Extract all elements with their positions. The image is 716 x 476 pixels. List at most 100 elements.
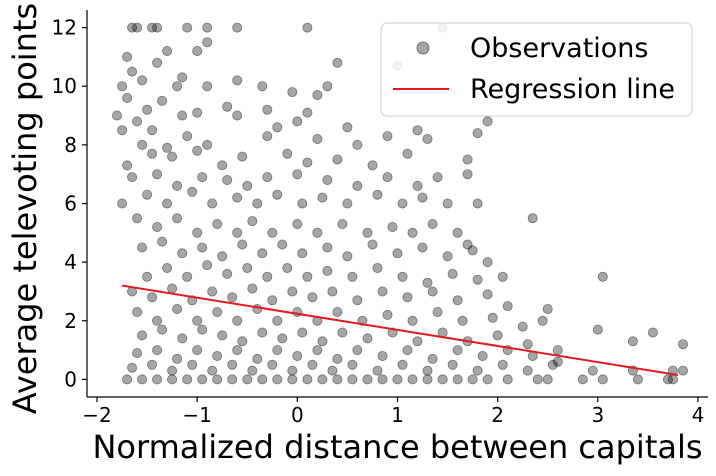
observation-point xyxy=(142,189,153,200)
observation-point xyxy=(407,374,418,385)
observation-point xyxy=(482,374,493,385)
observation-point xyxy=(277,239,288,250)
observation-point xyxy=(257,374,268,385)
observation-point xyxy=(167,374,178,385)
observation-point xyxy=(427,218,438,229)
x-tick-label: 1 xyxy=(391,403,404,427)
observation-point xyxy=(127,66,138,77)
observation-point xyxy=(197,172,208,183)
x-tick-label: −2 xyxy=(82,403,111,427)
observation-point xyxy=(147,292,158,303)
observation-point xyxy=(297,248,308,259)
observation-point xyxy=(212,218,223,229)
observation-point xyxy=(172,81,183,92)
observation-point xyxy=(367,160,378,171)
observation-point xyxy=(678,339,689,350)
observation-point xyxy=(237,151,248,162)
observation-point xyxy=(132,213,143,224)
observation-point xyxy=(197,242,208,253)
observation-point xyxy=(182,131,193,142)
observation-point xyxy=(177,248,188,259)
observation-point xyxy=(377,286,388,297)
observation-point xyxy=(332,154,343,165)
observation-point xyxy=(162,198,173,209)
observation-point xyxy=(262,271,273,282)
observation-point xyxy=(447,268,458,279)
observation-point xyxy=(217,160,228,171)
observation-point xyxy=(552,356,563,367)
observation-point xyxy=(192,107,203,118)
observation-point xyxy=(467,374,478,385)
observation-point xyxy=(127,362,138,373)
observation-point xyxy=(242,262,253,273)
observation-point xyxy=(217,251,228,262)
observation-point xyxy=(312,133,323,144)
legend-observation-marker xyxy=(416,41,430,55)
observation-point xyxy=(292,350,303,361)
observation-point xyxy=(202,22,213,33)
observation-point xyxy=(422,374,433,385)
observation-point xyxy=(217,330,228,341)
observation-point xyxy=(182,22,193,33)
observation-point xyxy=(347,359,358,370)
observation-point xyxy=(302,157,313,168)
observation-point xyxy=(502,301,513,312)
observation-point xyxy=(522,339,533,350)
observation-point xyxy=(122,160,133,171)
observation-point xyxy=(232,110,243,121)
observation-point xyxy=(397,198,408,209)
observation-point xyxy=(147,22,158,33)
observation-points xyxy=(112,22,689,385)
observation-point xyxy=(397,359,408,370)
observation-point xyxy=(222,101,233,112)
observation-point xyxy=(232,227,243,238)
observation-point xyxy=(302,22,313,33)
observation-point xyxy=(472,128,483,139)
observation-point xyxy=(277,333,288,344)
observation-point xyxy=(117,81,128,92)
observation-point xyxy=(137,75,148,86)
observation-point xyxy=(542,374,553,385)
observation-point xyxy=(157,236,168,247)
x-tick-label: 2 xyxy=(491,403,504,427)
x-tick-label: 3 xyxy=(591,403,604,427)
observation-point xyxy=(252,303,263,314)
observation-point xyxy=(172,353,183,364)
observation-point xyxy=(457,315,468,326)
observation-point xyxy=(132,347,143,358)
observation-point xyxy=(202,81,213,92)
observation-point xyxy=(292,169,303,180)
observation-point xyxy=(502,374,513,385)
observation-point xyxy=(257,81,268,92)
observation-point xyxy=(282,148,293,159)
observation-point xyxy=(332,57,343,68)
observation-point xyxy=(347,271,358,282)
observation-point xyxy=(587,365,598,376)
observation-point xyxy=(237,239,248,250)
observation-point xyxy=(287,374,298,385)
observation-point xyxy=(592,324,603,335)
observation-point xyxy=(262,131,273,142)
observation-point xyxy=(402,148,413,159)
observation-point xyxy=(372,189,383,200)
legend: Observations Regression line xyxy=(380,22,693,117)
observation-point xyxy=(152,315,163,326)
observation-point xyxy=(152,345,163,356)
observation-point xyxy=(152,374,163,385)
observation-point xyxy=(222,268,233,279)
observation-point xyxy=(252,198,263,209)
observation-point xyxy=(142,271,153,282)
observation-point xyxy=(317,336,328,347)
observation-point xyxy=(127,172,138,183)
observation-point xyxy=(362,333,373,344)
observation-point xyxy=(372,365,383,376)
observation-point xyxy=(678,365,689,376)
observation-point xyxy=(122,374,133,385)
observation-point xyxy=(167,151,178,162)
observation-point xyxy=(432,172,443,183)
observation-point xyxy=(362,374,373,385)
observation-point xyxy=(362,227,373,238)
observation-point xyxy=(212,306,223,317)
observation-point xyxy=(322,81,333,92)
observation-point xyxy=(162,46,173,57)
